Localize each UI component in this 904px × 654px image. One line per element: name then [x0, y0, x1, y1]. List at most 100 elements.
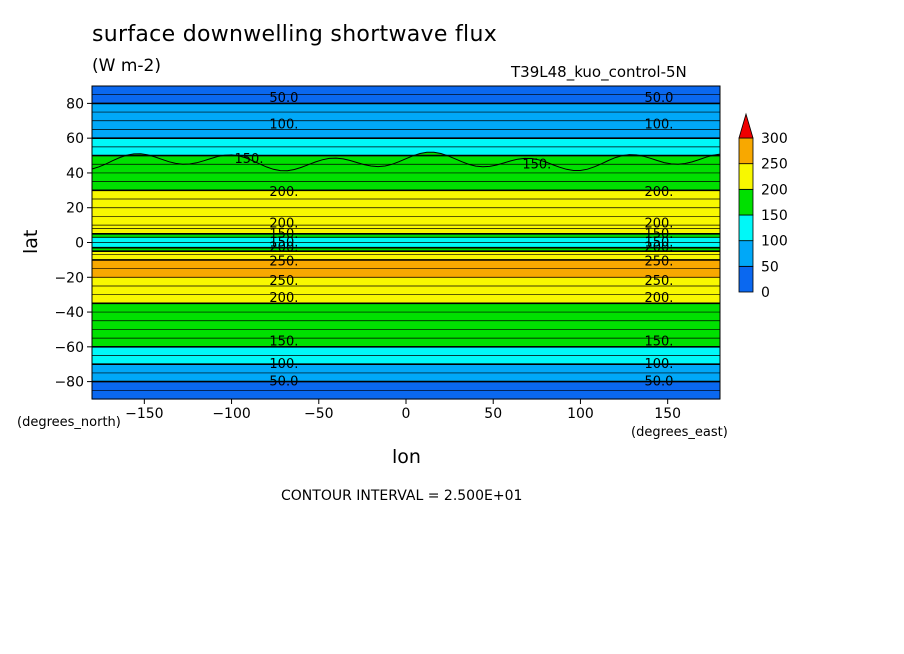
contour-label: 150.	[269, 335, 298, 350]
flux-band	[92, 254, 720, 261]
contour-label: 200.	[269, 241, 298, 256]
colorbar-swatch	[738, 265, 754, 293]
flux-band	[92, 199, 720, 209]
flux-band	[92, 129, 720, 139]
y-axis-units: (degrees_north)	[17, 415, 121, 430]
x-tick-label: −50	[304, 406, 334, 422]
colorbar-label: 0	[761, 285, 770, 301]
contour-label: 150.	[269, 236, 298, 251]
contour-label: 250.	[269, 274, 298, 289]
flux-band	[92, 285, 720, 296]
flux-band	[92, 181, 720, 191]
contour-label: 150.	[235, 152, 264, 167]
chart-title: surface downwelling shortwave flux	[92, 22, 498, 47]
contour-label: 200.	[644, 291, 673, 306]
x-tick-label: −150	[125, 406, 163, 422]
y-tick-label: 60	[66, 131, 84, 147]
contour-label: 50.0	[644, 91, 673, 106]
flux-band	[92, 94, 720, 104]
colorbar-swatch	[738, 240, 754, 267]
colorbar-swatch	[738, 214, 754, 242]
flux-band	[92, 233, 720, 238]
y-tick-label: −20	[54, 270, 84, 286]
flux-band	[92, 364, 720, 374]
contour-label: 250.	[644, 255, 673, 270]
colorbar-swatch	[738, 188, 754, 216]
flux-band	[92, 268, 720, 278]
y-tick-label: 80	[66, 96, 84, 112]
x-tick-label: 150	[654, 406, 681, 422]
colorbar-label: 150	[761, 208, 788, 224]
flux-band	[92, 303, 720, 313]
contour-150-line	[91, 151, 721, 172]
x-axis-units: (degrees_east)	[631, 425, 728, 440]
flux-band	[92, 207, 720, 218]
contour-label: 200.	[269, 291, 298, 306]
flux-band	[92, 146, 720, 157]
y-axis-ticks: −80 −60 −40 −20 0 20 40 60 80	[54, 96, 92, 391]
cloud-edge-region	[91, 151, 721, 172]
flux-band	[92, 372, 720, 383]
colorbar-label: 200	[761, 182, 788, 198]
contour-lines	[92, 94, 720, 391]
colorbar-label: 100	[761, 234, 788, 250]
contour-label: 200.	[269, 185, 298, 200]
contour-label: 250.	[644, 274, 673, 289]
contour-label: 150.	[269, 227, 298, 242]
flux-band	[92, 247, 720, 252]
x-axis-ticks: −150 −100 −50 0 50 100 150	[125, 399, 681, 422]
flux-band	[92, 320, 720, 331]
run-label: T39L48_kuo_control-5N	[511, 63, 687, 81]
flux-band	[92, 216, 720, 226]
contour-label: 250.	[269, 255, 298, 270]
flux-band	[92, 390, 720, 400]
contour-label: 150.	[644, 335, 673, 350]
flux-band	[92, 190, 720, 200]
y-tick-label: 0	[75, 236, 84, 252]
flux-band	[92, 277, 720, 287]
contour-label: 150.	[644, 236, 673, 251]
flux-band	[92, 120, 720, 131]
cloud-edge-fill	[92, 152, 720, 172]
contour-label: 50.0	[269, 375, 298, 390]
contour-label: 100.	[644, 117, 673, 132]
contour-label: 200.	[644, 185, 673, 200]
flux-band	[92, 112, 720, 122]
y-tick-label: 40	[66, 166, 84, 182]
flux-band	[92, 338, 720, 348]
y-tick-label: −80	[54, 375, 84, 391]
colorbar: 0 50 100 150 200 250 300	[738, 112, 788, 301]
y-tick-label: −40	[54, 305, 84, 321]
flux-band	[92, 138, 720, 148]
y-axis-label: lat	[20, 229, 42, 254]
contour-label: 200.	[644, 241, 673, 256]
contour-label: 150.	[644, 227, 673, 242]
flux-band	[92, 251, 720, 256]
flux-band	[92, 259, 720, 270]
contour-label: 100.	[269, 117, 298, 132]
y-tick-label: 20	[66, 201, 84, 217]
colorbar-label: 50	[761, 259, 779, 275]
colorbar-label: 300	[761, 131, 788, 147]
flux-band	[92, 103, 720, 113]
x-tick-label: −100	[212, 406, 250, 422]
flux-band	[92, 242, 720, 249]
colorbar-swatch	[738, 137, 754, 165]
flux-band	[92, 294, 720, 304]
flux-band	[92, 329, 720, 339]
contour-label: 200.	[644, 216, 673, 231]
contour-label: 200.	[269, 216, 298, 231]
flux-band	[92, 228, 720, 235]
flux-band	[92, 237, 720, 244]
chart-units: (W m-2)	[92, 56, 161, 76]
x-axis-label: lon	[392, 446, 421, 468]
contour-interval-text: CONTOUR INTERVAL = 2.500E+01	[281, 488, 523, 504]
contour-label: 100.	[644, 357, 673, 372]
flux-band	[92, 355, 720, 365]
flux-band	[92, 86, 720, 96]
flux-band	[92, 172, 720, 183]
colorbar-swatch	[738, 163, 754, 190]
colorbar-over-arrow	[738, 112, 754, 139]
